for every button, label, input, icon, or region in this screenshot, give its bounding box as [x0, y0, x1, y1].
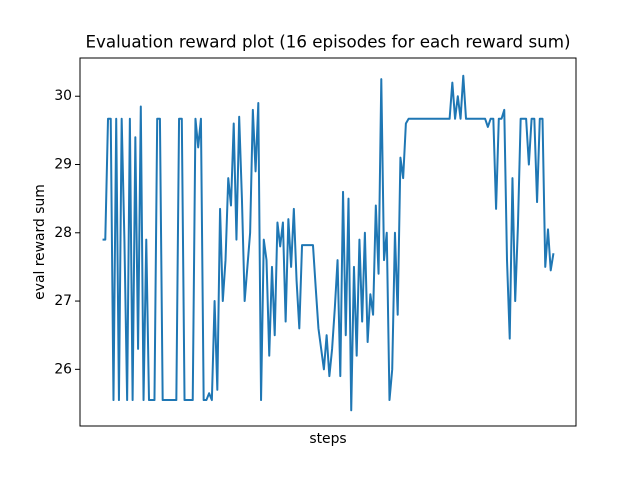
y-tick-label: 28 [54, 225, 72, 241]
y-tick-label: 27 [54, 293, 72, 309]
plot-frame [79, 57, 577, 427]
y-tick-label: 26 [54, 361, 72, 377]
y-axis-label: eval reward sum [32, 184, 48, 300]
y-tick-label: 29 [54, 157, 72, 173]
chart-title: Evaluation reward plot (16 episodes for … [86, 32, 571, 52]
y-tick-label: 30 [54, 88, 72, 104]
data-line [102, 74, 555, 412]
x-axis-label: steps [309, 431, 346, 447]
